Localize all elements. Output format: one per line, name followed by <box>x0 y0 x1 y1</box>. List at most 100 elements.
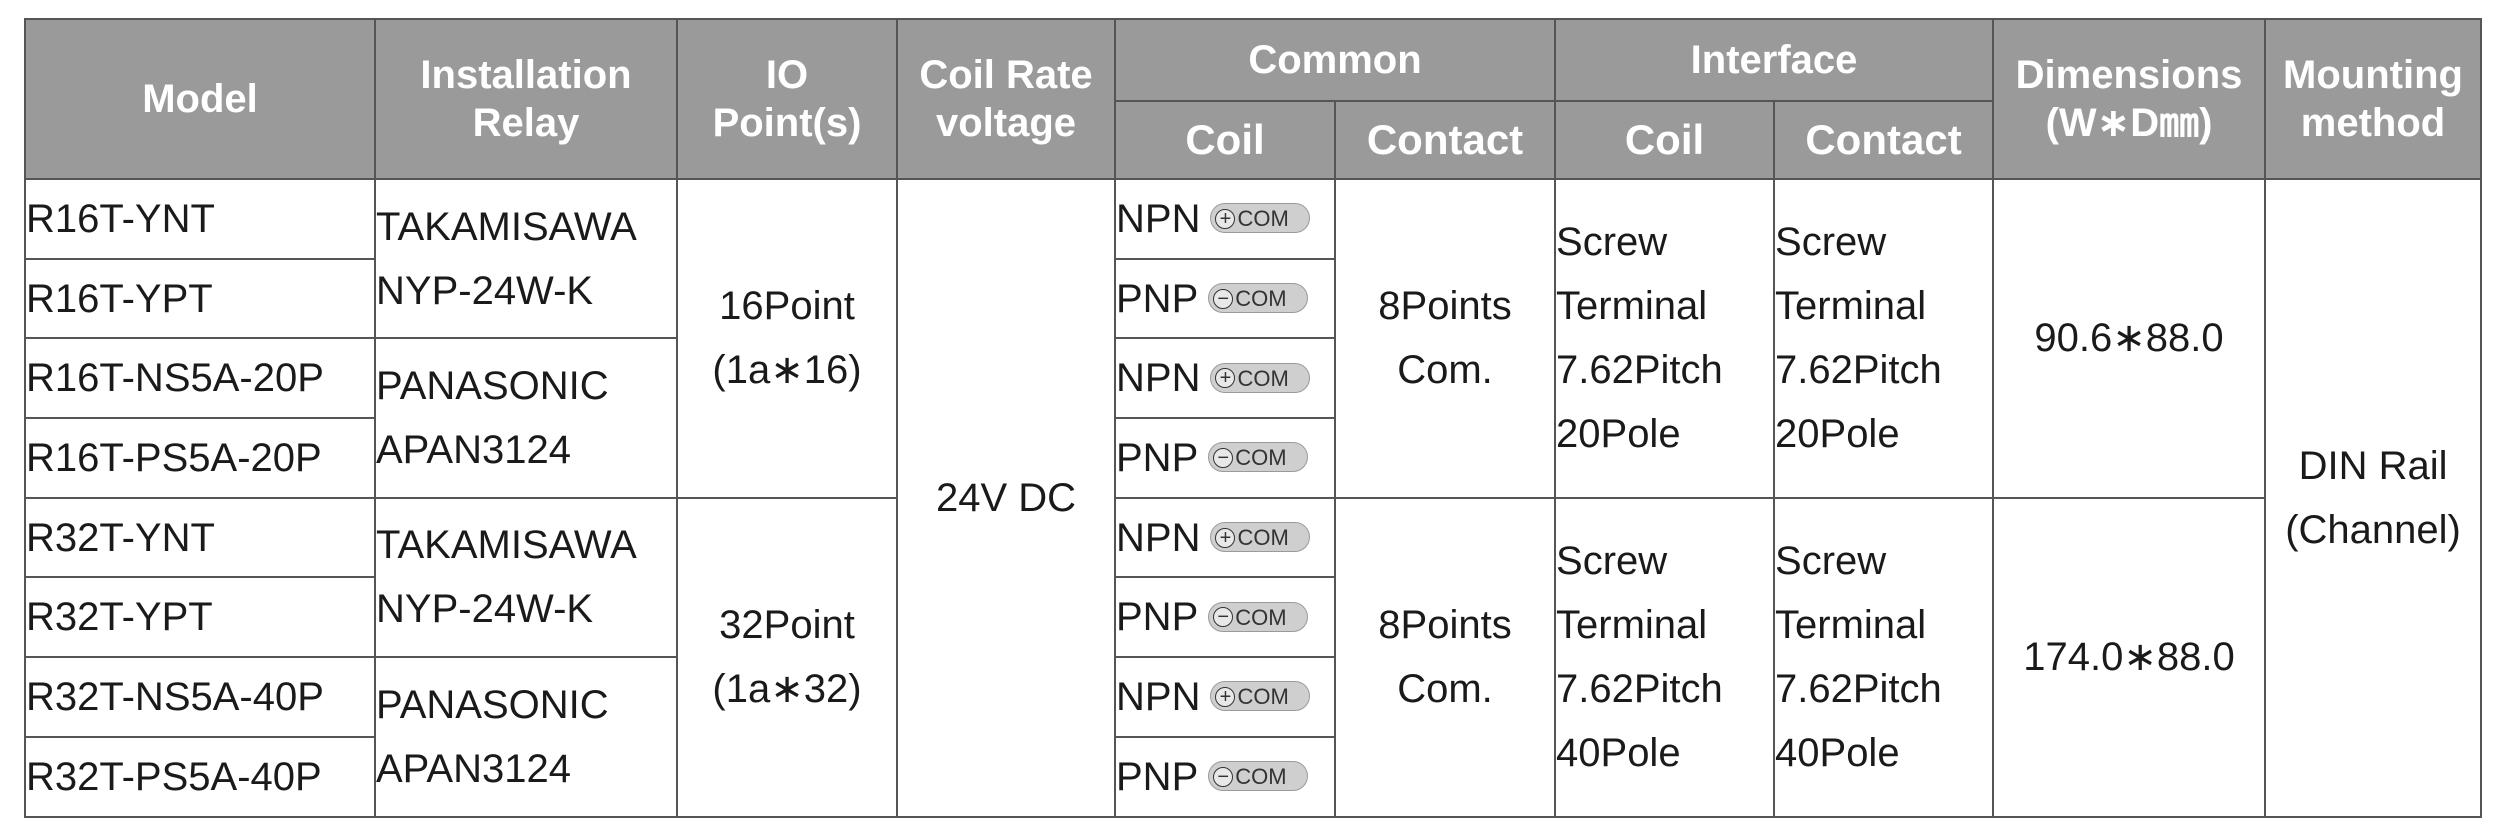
table-row: R16T-YNT TAKAMISAWA NYP-24W-K 16Point (1… <box>24 177 2483 818</box>
relay-line1: PANASONIC <box>376 682 609 727</box>
interface-contact-line2: Terminal <box>1775 603 1927 648</box>
common-coil-cell: PNP − COM <box>1114 257 1336 340</box>
common-coil-cell: PNP − COM <box>1114 576 1336 659</box>
header-io-line1: IO <box>765 53 809 97</box>
header-interface: Interface <box>1554 18 1995 102</box>
interface-coil-line4: 40Pole <box>1556 731 1681 776</box>
header-interface-label: Interface <box>1690 38 1858 82</box>
relay-line1: TAKAMISAWA <box>376 523 637 568</box>
coil-type: PNP <box>1116 754 1199 799</box>
header-interface-contact: Contact <box>1773 100 1995 180</box>
common-coil-cell: NPN + COM <box>1114 337 1336 420</box>
header-common-contact: Contact <box>1333 100 1557 180</box>
common-contact-cell: 8Points Com. <box>1333 496 1557 818</box>
header-dimensions-line1: Dimensions <box>2015 53 2243 97</box>
com-badge: + COM <box>1210 203 1311 234</box>
header-dimensions: Dimensions (W∗D㎜) <box>1992 18 2267 180</box>
interface-coil-line1: Screw <box>1556 539 1668 584</box>
interface-contact-line4: 20Pole <box>1775 412 1900 457</box>
header-common-contact-label: Contact <box>1366 116 1524 163</box>
plus-circle-icon: + <box>1215 527 1236 548</box>
header-io-points: IO Point(s) <box>676 18 898 180</box>
header-dimensions-line2: (W∗D㎜) <box>2045 101 2213 145</box>
io-points-line2: (1a∗32) <box>712 667 862 712</box>
common-coil-cell: NPN + COM <box>1114 178 1336 260</box>
coil-type: PNP <box>1116 595 1199 640</box>
io-points-line1: 16Point <box>719 284 855 329</box>
header-model-label: Model <box>142 77 258 121</box>
header-model: Model <box>24 18 376 180</box>
com-label: COM <box>1235 285 1287 311</box>
coil-type: NPN <box>1116 196 1201 241</box>
com-label: COM <box>1237 365 1289 391</box>
model-cell: R16T-YNT <box>24 178 376 260</box>
model-cell: R16T-PS5A-20P <box>24 417 376 499</box>
spec-table: Model Installation Relay IO Point(s) Coi… <box>24 18 2483 818</box>
header-mounting-method: Mounting method <box>2264 18 2483 180</box>
plus-circle-icon: + <box>1215 368 1236 389</box>
com-label: COM <box>1237 525 1289 551</box>
interface-coil-line3: 7.62Pitch <box>1556 667 1723 712</box>
io-points-cell: 32Point (1a∗32) <box>676 496 898 818</box>
coil-type: PNP <box>1116 435 1199 480</box>
common-coil-cell: PNP − COM <box>1114 735 1336 818</box>
plus-circle-icon: + <box>1215 208 1236 229</box>
common-contact-line2: Com. <box>1397 348 1493 393</box>
interface-coil-cell: Screw Terminal 7.62Pitch 20Pole <box>1554 178 1776 499</box>
interface-contact-line1: Screw <box>1775 220 1887 265</box>
common-coil-cell: NPN + COM <box>1114 656 1336 738</box>
relay-cell: PANASONIC APAN3124 <box>374 337 678 499</box>
header-common: Common <box>1113 18 1557 102</box>
header-mounting-line1: Mounting <box>2283 53 2463 97</box>
header-coil-rate-line1: Coil Rate <box>919 53 1093 97</box>
model-cell: R32T-NS5A-40P <box>24 656 376 738</box>
header-coil-rate-line2: voltage <box>935 101 1077 145</box>
interface-contact-line2: Terminal <box>1775 284 1927 329</box>
com-badge: + COM <box>1210 681 1311 712</box>
header-coil-rate-voltage: Coil Rate voltage <box>896 18 1116 180</box>
table-row: R32T-PS5A-40P PNP − COM <box>24 735 2481 818</box>
header-interface-contact-label: Contact <box>1805 116 1962 163</box>
relay-line1: PANASONIC <box>376 364 609 409</box>
relay-line2: NYP-24W-K <box>376 268 594 313</box>
header-relay-line1: Installation <box>420 53 632 97</box>
header-common-coil-label: Coil <box>1185 116 1265 163</box>
io-points-cell: 16Point (1a∗16) <box>676 178 898 499</box>
common-contact-line1: 8Points <box>1378 284 1512 329</box>
interface-coil-line2: Terminal <box>1556 284 1708 329</box>
model-cell: R32T-PS5A-40P <box>24 735 376 818</box>
com-badge: − COM <box>1208 601 1309 632</box>
relay-line1: TAKAMISAWA <box>376 204 637 249</box>
interface-coil-line1: Screw <box>1556 220 1668 265</box>
com-label: COM <box>1237 684 1289 710</box>
com-badge: − COM <box>1208 442 1309 473</box>
header-interface-coil: Coil <box>1554 100 1776 180</box>
coil-type: NPN <box>1116 674 1201 719</box>
table-row: R32T-YPT PNP − COM <box>24 576 2481 659</box>
minus-circle-icon: − <box>1213 288 1234 309</box>
com-label: COM <box>1235 604 1287 630</box>
com-label: COM <box>1235 764 1287 790</box>
header-io-line2: Point(s) <box>712 101 862 145</box>
interface-coil-line4: 20Pole <box>1556 412 1681 457</box>
model-cell: R16T-YPT <box>24 257 376 340</box>
interface-contact-line1: Screw <box>1775 539 1887 584</box>
header-common-label: Common <box>1248 38 1422 82</box>
model-cell: R32T-YPT <box>24 576 376 659</box>
io-points-line1: 32Point <box>719 603 855 648</box>
com-label: COM <box>1235 445 1287 471</box>
common-contact-cell: 8Points Com. <box>1333 178 1557 499</box>
interface-coil-cell: Screw Terminal 7.62Pitch 40Pole <box>1554 496 1776 818</box>
coil-type: NPN <box>1116 356 1201 401</box>
com-badge: − COM <box>1208 761 1309 792</box>
coil-type: PNP <box>1116 276 1199 321</box>
mounting-line1: DIN Rail <box>2298 443 2448 488</box>
relay-line2: APAN3124 <box>376 746 571 791</box>
mounting-cell: DIN Rail (Channel) <box>2264 178 2483 818</box>
relay-line2: NYP-24W-K <box>376 587 594 632</box>
table-row: R32T-NS5A-40P PANASONIC APAN3124 NPN + COM <box>24 656 2481 818</box>
interface-contact-line3: 7.62Pitch <box>1775 348 1942 393</box>
com-badge: + COM <box>1210 522 1311 553</box>
header-common-coil: Coil <box>1114 100 1336 180</box>
header-mounting-line2: method <box>2300 101 2446 145</box>
